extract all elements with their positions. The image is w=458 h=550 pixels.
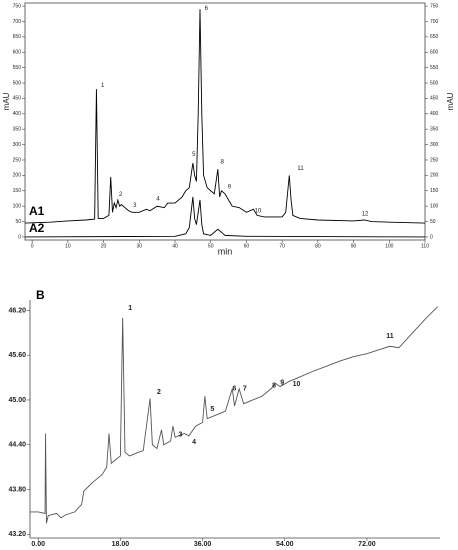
y-tick-label: 45.60	[8, 352, 26, 359]
peak-label: 9	[280, 379, 284, 386]
y-tick-label: 200	[13, 173, 22, 179]
x-axis-label: min	[218, 246, 233, 256]
plot-frame	[24, 2, 426, 241]
x-tick-label: 110	[421, 243, 429, 249]
y2-tick-label: 700	[430, 19, 439, 25]
y2-tick-label: 250	[430, 157, 439, 163]
y-tick-label: 550	[13, 65, 22, 71]
y2-tick-label: 200	[430, 173, 439, 179]
peak-label: 6	[205, 6, 209, 12]
x-tick-label: 10	[65, 243, 71, 249]
y2-tick-label: 300	[430, 142, 439, 148]
x-tick-label: 70	[279, 243, 285, 249]
y-tick-label: 350	[13, 127, 22, 133]
series-label: A1	[29, 204, 45, 218]
peak-label: 10	[293, 381, 301, 388]
x-tick-label: 40	[172, 243, 178, 249]
peak-label: 2	[157, 389, 161, 396]
x-tick-label: 90	[351, 243, 357, 249]
x-tick-label: 20	[101, 243, 107, 249]
y2-tick-label: 150	[430, 188, 439, 194]
y-tick-label: 300	[13, 142, 22, 148]
trace	[24, 9, 426, 224]
peak-label: 4	[156, 197, 160, 203]
peak-label: 6	[232, 385, 236, 392]
peak-label: 3	[133, 203, 137, 209]
y2-tick-label: 500	[430, 80, 439, 86]
y2-tick-label: 650	[430, 34, 439, 40]
peak-label: 11	[297, 166, 304, 172]
peak-label: 11	[386, 333, 394, 340]
y2-tick-label: 600	[430, 50, 439, 56]
y2-axis-label: mAU	[446, 92, 455, 110]
peak-label: 1	[128, 305, 132, 312]
x-tick-label: 36.00	[194, 541, 212, 548]
series-label: A2	[29, 221, 45, 235]
peak-label: 8	[221, 160, 225, 166]
y2-tick-label: 400	[430, 111, 439, 117]
peak-label: 12	[362, 211, 369, 217]
y2-tick-label: 450	[430, 96, 439, 102]
peak-label: 5	[192, 152, 196, 158]
x-tick-label: 54.00	[276, 541, 294, 548]
peak-label: 10	[255, 208, 262, 214]
peak-label: 7	[243, 385, 247, 392]
y-tick-label: 500	[13, 80, 22, 86]
peak-label: 8	[272, 382, 276, 389]
peak-label: 3	[178, 432, 182, 439]
y2-tick-label: 750	[430, 3, 439, 9]
peak-label: 9	[228, 184, 232, 190]
y2-tick-label: 350	[430, 127, 439, 133]
y-tick-label: 750	[13, 3, 22, 9]
panel-label: B	[36, 288, 45, 302]
y2-tick-label: 50	[430, 219, 436, 225]
y-tick-label: 43.80	[8, 486, 26, 493]
peak-label: 5	[210, 406, 214, 413]
y2-tick-label: 0	[430, 234, 433, 240]
y-tick-label: 43.20	[8, 531, 26, 538]
y-tick-label: 100	[13, 203, 22, 209]
peak-label: 1	[101, 83, 105, 89]
trace	[30, 306, 439, 524]
y-axis-label: mAU	[2, 92, 11, 110]
x-tick-label: 100	[385, 243, 394, 249]
y-tick-label: 250	[13, 157, 22, 163]
y2-tick-label: 100	[430, 203, 439, 209]
x-tick-label: 30	[137, 243, 143, 249]
x-tick-label: 0	[31, 243, 34, 249]
y-tick-label: 45.00	[8, 397, 26, 404]
y-tick-label: 0	[18, 234, 21, 240]
trace	[24, 196, 426, 238]
peak-label: 2	[119, 192, 123, 198]
x-tick-label: 60	[244, 243, 250, 249]
y-tick-label: 150	[13, 188, 22, 194]
y-tick-label: 600	[13, 50, 22, 56]
x-tick-label: 0.00	[31, 541, 45, 548]
y-tick-label: 46.20	[8, 307, 26, 314]
x-tick-label: 80	[315, 243, 321, 249]
x-tick-label: 72.00	[358, 541, 376, 548]
x-tick-label: 18.00	[112, 541, 130, 548]
y-tick-label: 650	[13, 34, 22, 40]
y2-tick-label: 550	[430, 65, 439, 71]
peak-label: 4	[192, 439, 196, 446]
y-tick-label: 44.40	[8, 442, 26, 449]
y-tick-label: 400	[13, 111, 22, 117]
y-tick-label: 450	[13, 96, 22, 102]
y-tick-label: 700	[13, 19, 22, 25]
x-tick-label: 50	[208, 243, 214, 249]
y-tick-label: 50	[15, 219, 21, 225]
